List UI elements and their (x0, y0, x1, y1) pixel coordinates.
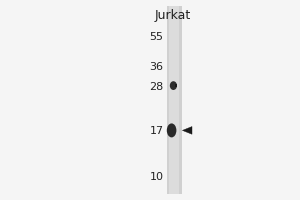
Bar (167, 6, 182, 194)
Text: 28: 28 (149, 82, 164, 92)
Text: 36: 36 (149, 62, 164, 72)
Bar (169, 6, 179, 194)
Text: 10: 10 (149, 172, 164, 182)
Text: Jurkat: Jurkat (154, 9, 190, 22)
Text: 55: 55 (149, 32, 164, 42)
Text: 17: 17 (149, 126, 164, 136)
Ellipse shape (170, 81, 177, 90)
Ellipse shape (167, 123, 176, 137)
Polygon shape (182, 127, 192, 134)
Bar (175, 84, 177, 87)
